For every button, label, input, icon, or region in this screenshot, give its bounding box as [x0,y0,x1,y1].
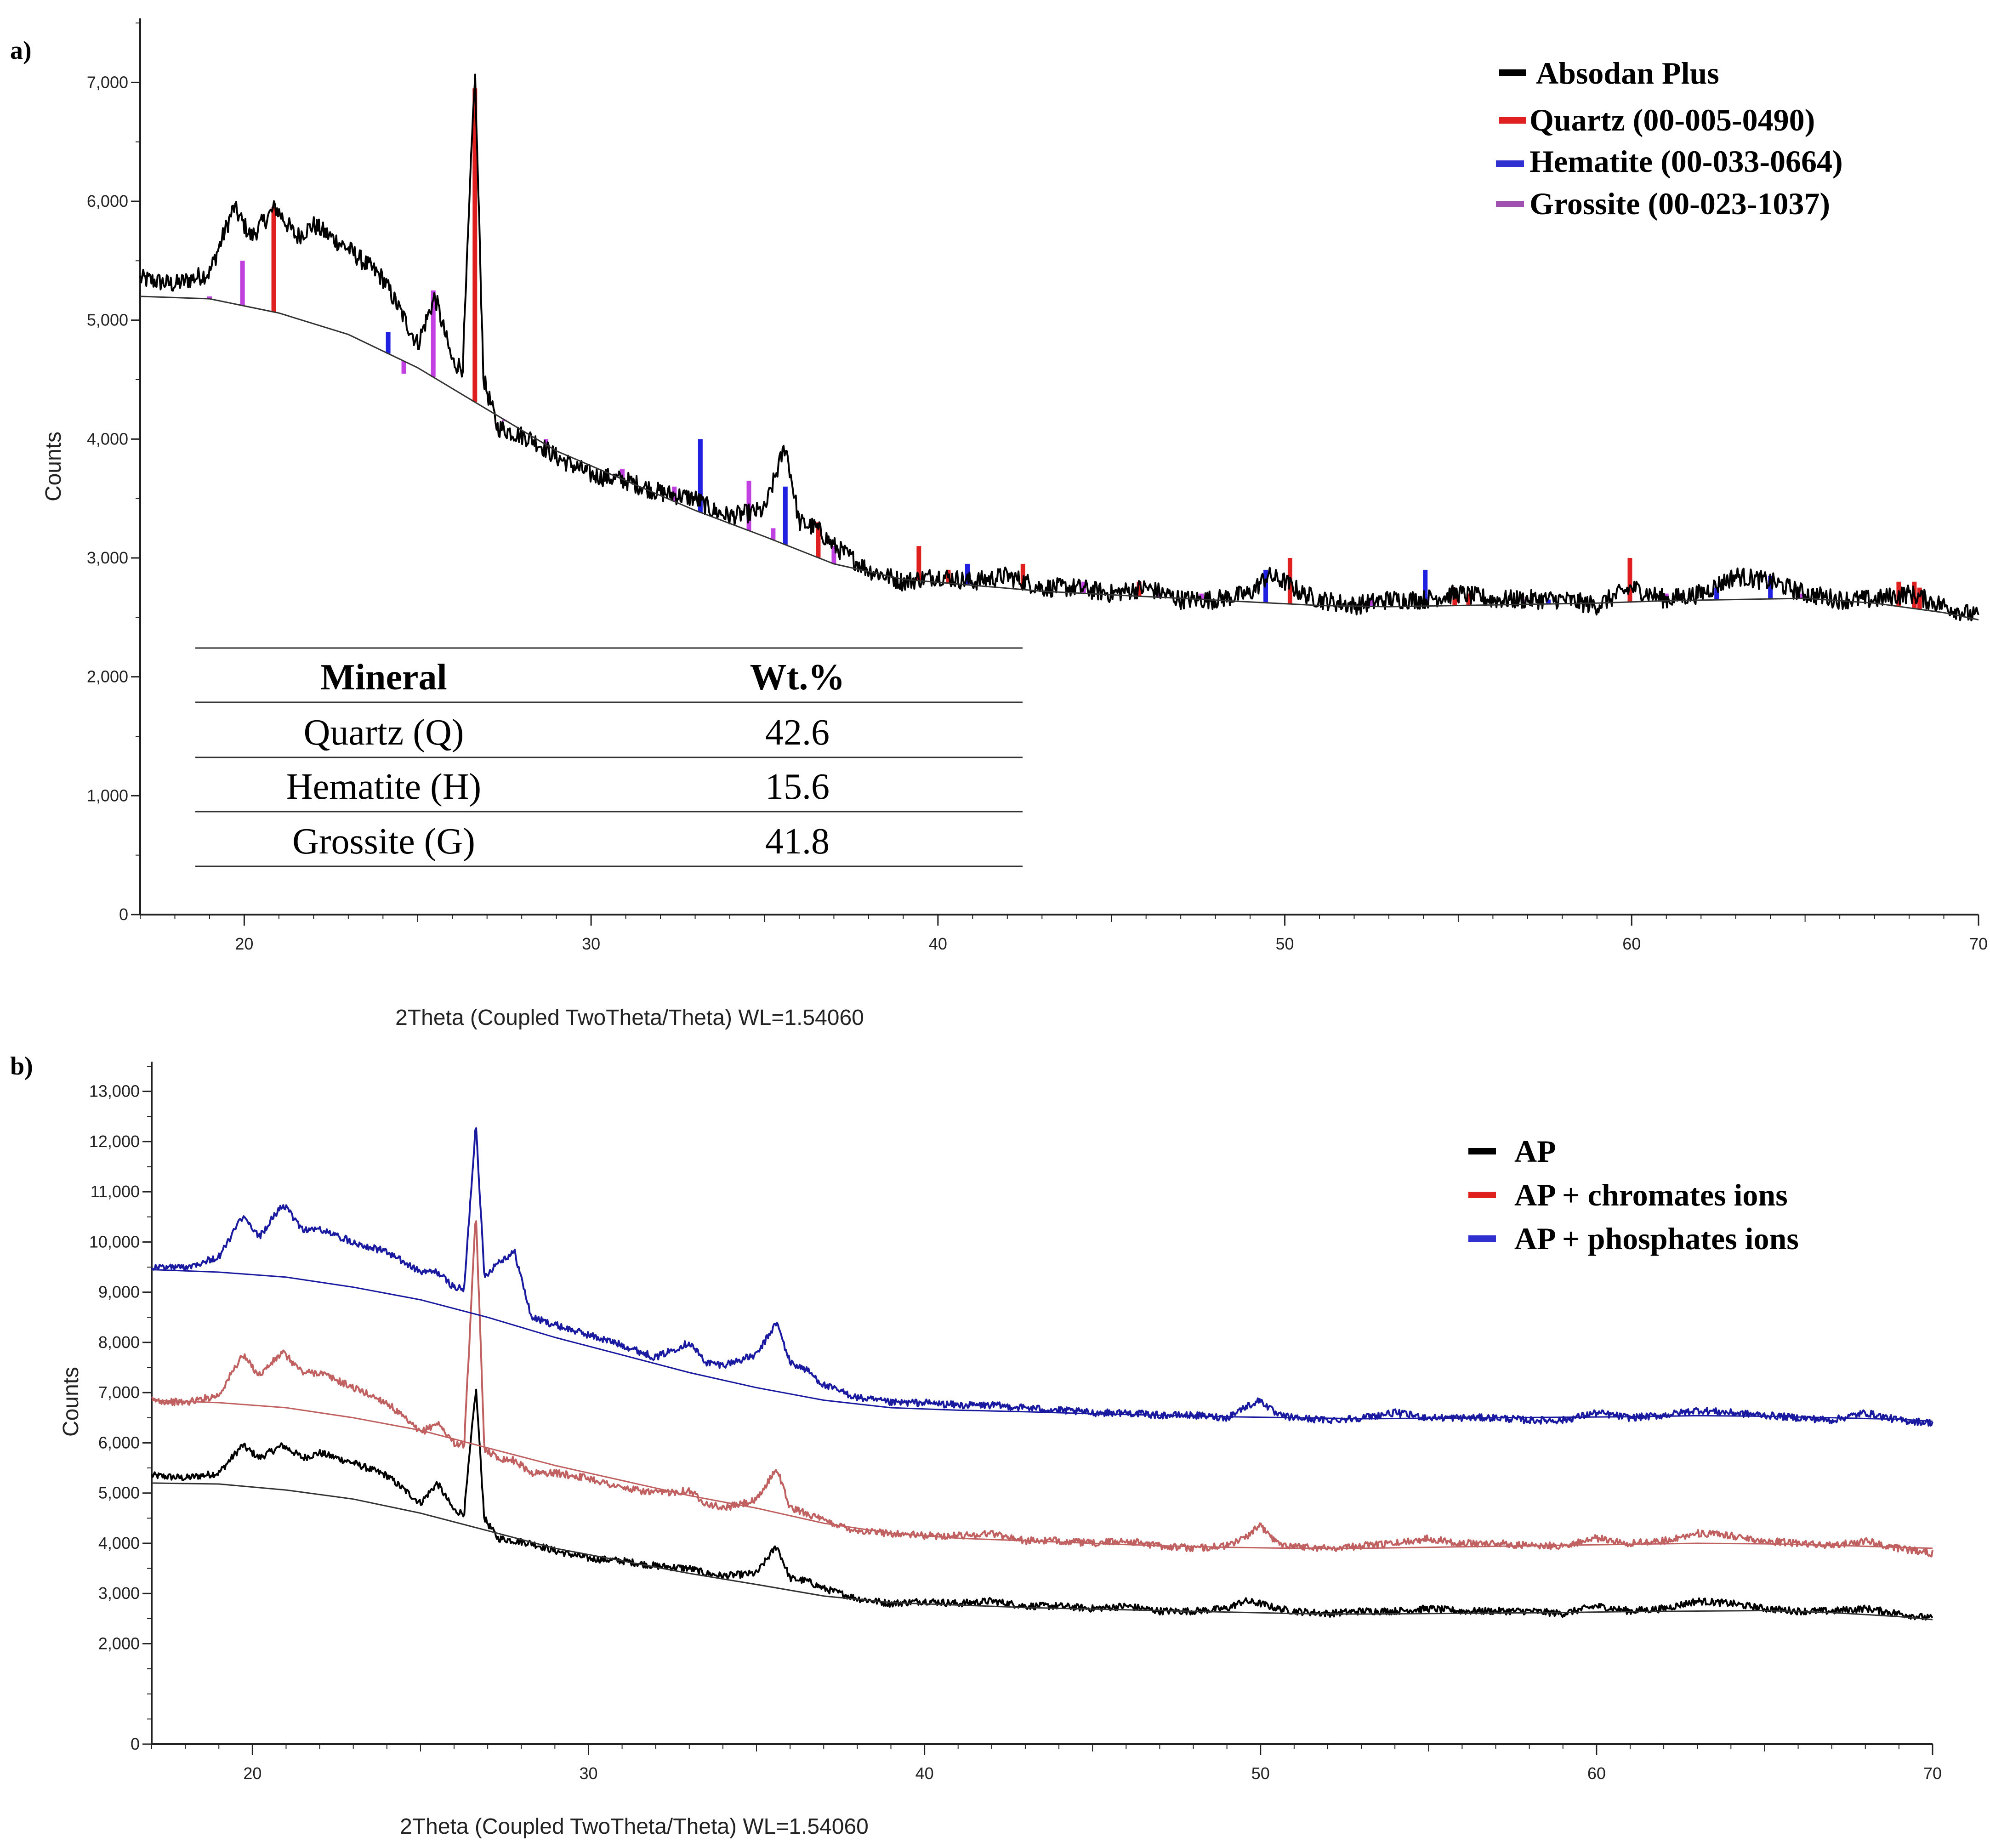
panel-a-legend: Absodan Plus Quartz (00-005-0490) Hemati… [1496,56,1843,221]
legend-label-ap-chromates: AP + chromates ions [1514,1177,1788,1212]
table-cell-mineral-grossite: Grossite (G) [292,821,475,862]
series-line-chromates-background [151,1399,1933,1549]
x-tick-label-70: 70 [1923,1764,1942,1783]
panel-a-x-axis-title: 2Theta (Coupled TwoTheta/Theta) WL=1.540… [395,1006,864,1030]
panel-a-plot-area: 0 1,000 2,000 3,000 4,000 5,000 6,000 7,000 20 30… [87,18,1988,953]
series-line-ap-background [151,1482,1933,1621]
x-tick-label-40: 40 [915,1764,934,1783]
y-tick-label-6-000: 6,000 [98,1433,140,1452]
panel-b-x-axis-title: 2Theta (Coupled TwoTheta/Theta) WL=1.540… [400,1814,869,1839]
y-tick-label-1-000: 1,000 [87,786,128,805]
table-cell-mineral-quartz: Quartz (Q) [304,712,464,753]
y-tick-label-10-000: 10,000 [89,1232,140,1251]
series-line-ap [151,1388,1933,1621]
x-tick-label-50: 50 [1276,934,1294,953]
legend-label-ap: AP [1514,1134,1556,1169]
series-line-phosphates-background [151,1269,1933,1422]
y-tick-label-4-000: 4,000 [98,1534,140,1552]
y-tick-label-11-000: 11,000 [91,1182,140,1201]
y-tick-label-3-000: 3,000 [98,1584,140,1603]
series-line-background [140,296,1979,620]
y-tick-label-2-000: 2,000 [87,667,128,686]
panel-b: b) 0 2,000 3,000 4,000 5,000 6,000 7,000 8,000 9… [10,1052,1942,1839]
y-tick-label-2-000: 2,000 [98,1634,140,1653]
table-cell-wt-hematite: 15.6 [765,767,830,807]
y-tick-label-6-000: 6,000 [87,192,128,210]
legend-label-absodan-plus: Absodan Plus [1536,56,1719,91]
x-tick-label-50: 50 [1251,1764,1270,1783]
panel-b-y-axis-title: Counts [59,1367,83,1437]
x-tick-label-70: 70 [1969,934,1988,953]
panel-b-legend: AP AP + chromates ions AP + phosphates i… [1468,1134,1799,1256]
table-cell-wt-quartz: 42.6 [765,712,830,753]
series-line-absodan-plus [139,74,1979,622]
x-tick-label-60: 60 [1587,1764,1606,1783]
panel-b-plot-area: 0 2,000 3,000 4,000 5,000 6,000 7,000 8,000 9,00… [89,1062,1942,1783]
y-tick-label-3-000: 3,000 [87,548,128,567]
y-tick-label-8-000: 8,000 [98,1333,140,1352]
table-cell-mineral-hematite: Hematite (H) [286,767,481,807]
y-tick-label-7-000: 7,000 [87,73,128,91]
x-tick-label-30: 30 [582,934,600,953]
y-tick-label-13-000: 13,000 [89,1082,140,1101]
mineral-composition-table: Mineral Wt.% Quartz (Q) 42.6 Hematite (H… [195,647,1023,867]
x-tick-label-30: 30 [579,1764,597,1783]
panel-a: a) 0 1,000 2,000 3,000 4,000 5,000 6,000 7,000 2… [10,18,1988,1030]
panel-a-y-axis-title: Counts [41,432,66,501]
legend-label-quartz: Quartz (00-005-0490) [1529,102,1815,137]
y-tick-label-0: 0 [119,905,128,924]
x-tick-label-60: 60 [1622,934,1641,953]
y-tick-label-5-000: 5,000 [98,1484,140,1502]
panel-b-label: b) [10,1052,33,1080]
y-tick-label-5-000: 5,000 [87,311,128,330]
y-tick-label-9-000: 9,000 [98,1283,140,1302]
y-tick-label-0: 0 [131,1734,140,1753]
series-line-ap-phosphates-ions [151,1127,1933,1427]
legend-label-hematite: Hematite (00-033-0664) [1529,144,1843,179]
x-tick-label-40: 40 [929,934,947,953]
y-tick-label-7-000: 7,000 [98,1383,140,1402]
legend-label-ap-phosphates: AP + phosphates ions [1514,1221,1799,1256]
x-tick-label-20: 20 [235,934,253,953]
y-tick-label-12-000: 12,000 [89,1132,140,1151]
table-header-wt: Wt.% [750,657,845,698]
panel-a-label: a) [10,36,32,65]
y-tick-label-4-000: 4,000 [87,429,128,448]
table-cell-wt-grossite: 41.8 [765,821,830,862]
legend-label-grossite: Grossite (00-023-1037) [1529,186,1830,221]
x-tick-label-20: 20 [243,1764,262,1783]
table-header-mineral: Mineral [320,657,447,698]
